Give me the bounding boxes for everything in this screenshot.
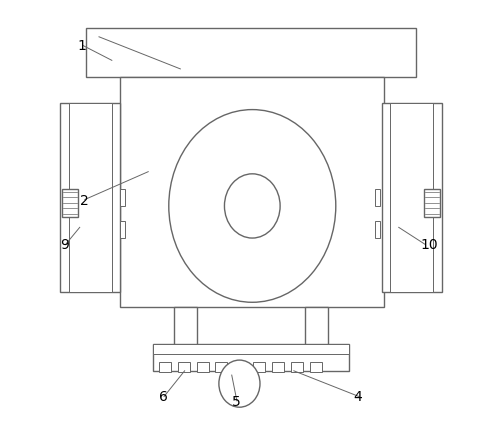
Bar: [152, 344, 349, 371]
Bar: [389, 104, 432, 292]
Text: 9: 9: [60, 238, 69, 252]
Bar: [177, 362, 189, 372]
Bar: [173, 307, 197, 345]
Bar: [272, 362, 284, 372]
Ellipse shape: [218, 360, 260, 407]
Bar: [119, 189, 124, 206]
Bar: [374, 189, 380, 206]
Bar: [120, 78, 383, 307]
Text: 4: 4: [353, 390, 362, 404]
Bar: [119, 221, 124, 239]
Bar: [86, 29, 415, 78]
Bar: [374, 221, 380, 239]
Bar: [309, 362, 321, 372]
Ellipse shape: [224, 175, 280, 239]
Text: 5: 5: [231, 394, 240, 408]
Bar: [60, 104, 120, 292]
Bar: [423, 189, 439, 217]
Bar: [62, 189, 78, 217]
Bar: [290, 362, 302, 372]
Ellipse shape: [168, 111, 335, 303]
Text: 6: 6: [159, 390, 167, 404]
Bar: [215, 362, 227, 372]
Bar: [69, 104, 112, 292]
Text: 2: 2: [80, 193, 88, 207]
Bar: [159, 362, 170, 372]
Bar: [152, 344, 349, 354]
Bar: [234, 362, 246, 372]
Bar: [196, 362, 208, 372]
Bar: [253, 362, 265, 372]
Text: 10: 10: [419, 238, 437, 252]
Text: 1: 1: [78, 39, 86, 53]
Bar: [381, 104, 441, 292]
Bar: [304, 307, 328, 345]
